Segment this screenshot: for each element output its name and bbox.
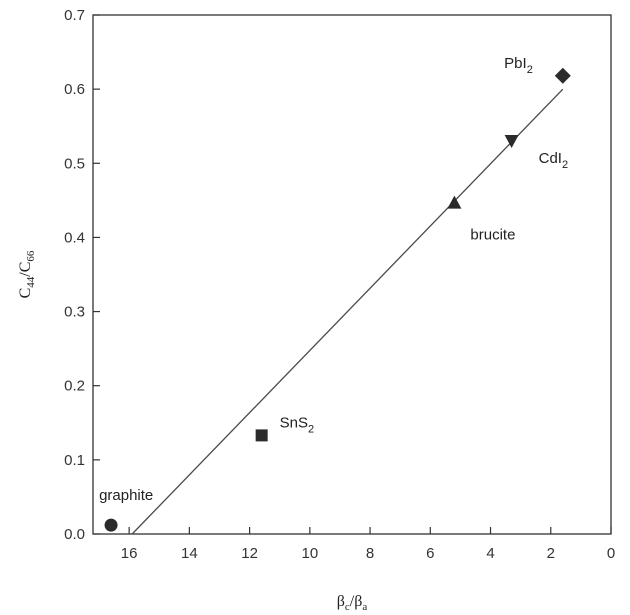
- x-tick-label: 8: [366, 545, 374, 562]
- y-tick-label: 0.7: [64, 7, 85, 24]
- point-label-brucite: brucite: [470, 227, 515, 244]
- point-label-cdi2: CdI2: [539, 150, 568, 171]
- y-tick-label: 0.0: [64, 526, 85, 543]
- y-tick-label: 0.4: [64, 229, 85, 246]
- point-pbi2: [554, 67, 571, 84]
- y-tick-label: 0.3: [64, 304, 85, 321]
- point-label-pbi2: PbI2: [504, 55, 533, 76]
- y-axis-title: C44/C66: [17, 250, 37, 298]
- y-tick-label: 0.5: [64, 155, 85, 172]
- y-tick-label: 0.2: [64, 378, 85, 395]
- x-tick-label: 2: [547, 545, 555, 562]
- x-axis-title: βc/βa: [337, 593, 368, 613]
- x-tick-label: 0: [607, 545, 615, 562]
- point-brucite: [447, 195, 462, 209]
- x-tick-label: 12: [241, 545, 258, 562]
- x-tick-label: 16: [121, 545, 138, 562]
- y-tick-label: 0.1: [64, 452, 85, 469]
- point-label-sns2: SnS2: [280, 414, 314, 435]
- point-graphite: [104, 518, 118, 532]
- point-sns2: [255, 429, 268, 442]
- y-tick-label: 0.6: [64, 81, 85, 98]
- x-tick-label: 10: [301, 545, 318, 562]
- x-tick-label: 14: [181, 545, 198, 562]
- x-tick-label: 6: [426, 545, 434, 562]
- point-label-graphite: graphite: [99, 487, 153, 504]
- fit-line: [131, 88, 564, 535]
- plot-frame: [92, 14, 612, 535]
- x-tick-label: 4: [486, 545, 494, 562]
- point-cdi2: [504, 135, 519, 149]
